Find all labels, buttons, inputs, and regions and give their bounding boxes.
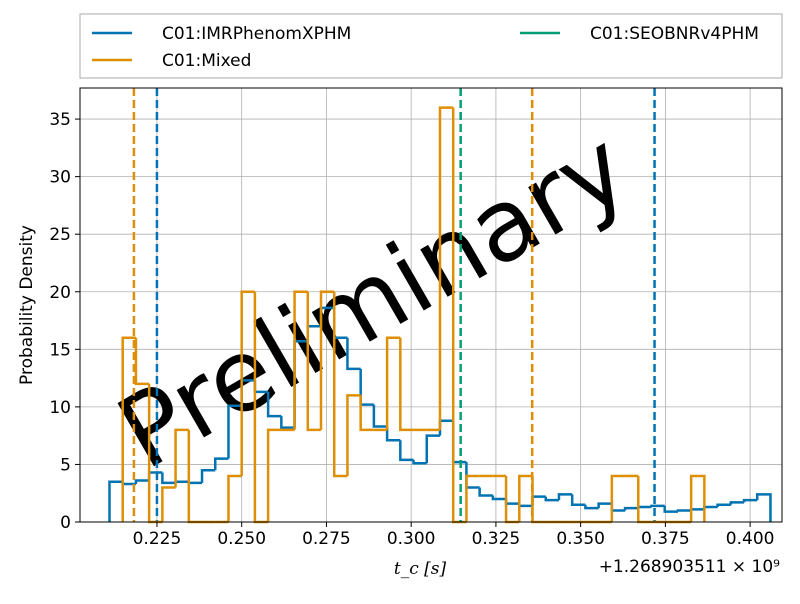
histogram-step (557, 493, 573, 501)
legend-label: C01:IMRPhenomXPHM (162, 24, 351, 44)
marks (108, 88, 772, 524)
histogram-step (306, 291, 322, 432)
x-tick-label: 0.300 (387, 529, 436, 549)
y-tick-label: 30 (49, 168, 71, 188)
histogram-step (134, 337, 150, 386)
y-tick-label: 35 (49, 110, 71, 130)
histogram-step (266, 428, 282, 522)
histogram-step (227, 474, 242, 522)
histogram-step (597, 502, 612, 509)
x-tick-label: 0.375 (641, 529, 690, 549)
histogram-step (716, 503, 731, 508)
x-tick-label: 0.325 (472, 529, 521, 549)
histogram-step (610, 474, 626, 522)
histogram-step (425, 434, 440, 464)
histogram-step (650, 504, 665, 508)
histogram-step (676, 509, 692, 512)
histogram-step (623, 506, 639, 511)
y-tick-label: 10 (49, 398, 71, 418)
histogram-step (663, 505, 678, 513)
legend-label: C01:Mixed (162, 51, 251, 71)
histogram-step (174, 480, 189, 483)
histogram-step (544, 496, 559, 502)
histogram-step (385, 426, 401, 442)
y-tick-label: 5 (60, 455, 71, 475)
legend-label: C01:SEOBNRv4PHM (590, 24, 759, 44)
plot-frame (79, 87, 783, 523)
histogram-step (689, 474, 706, 522)
y-tick-label: 15 (49, 340, 71, 360)
histogram-step (293, 290, 308, 430)
histogram-step (108, 480, 123, 522)
legend: C01:IMRPhenomXPHM C01:Mixed C01:SEOBNRv4PH… (92, 24, 759, 71)
histogram-step (412, 459, 427, 465)
histogram-step (491, 495, 507, 501)
x-axis-label: t_c [s] (394, 559, 447, 579)
histogram-step (372, 404, 388, 428)
histogram-step (174, 428, 189, 488)
histogram-step (742, 498, 758, 503)
histogram-step (346, 337, 361, 371)
histogram-step (266, 391, 282, 418)
histogram-step (280, 416, 295, 429)
histogram-step (385, 336, 401, 430)
histogram-step (637, 505, 652, 509)
histogram-step (729, 501, 745, 505)
y-tick-label: 25 (49, 225, 71, 245)
histogram-step (399, 337, 414, 432)
histogram-step (438, 106, 454, 430)
histogram-step (227, 404, 242, 459)
y-tick-label: 0 (60, 513, 71, 533)
histogram-step (161, 486, 176, 522)
histogram-step (200, 468, 216, 483)
offset-label: +1.268903511 × 10⁹ (599, 557, 780, 577)
histogram-step (161, 472, 176, 485)
histogram-step (240, 290, 255, 476)
histogram-step (213, 457, 229, 471)
histogram-step (332, 291, 348, 478)
histogram-step (319, 290, 335, 430)
histogram-step (584, 504, 599, 510)
histogram-step (399, 440, 414, 462)
histogram-step (689, 508, 705, 511)
histogram-step (570, 494, 586, 506)
histogram-step (187, 481, 203, 485)
histogram-step (121, 336, 136, 522)
x-tick-label: 0.275 (302, 529, 351, 549)
histogram-step (465, 474, 480, 522)
x-tick-label: 0.400 (726, 529, 775, 549)
histogram-step (518, 474, 533, 522)
x-tick-label: 0.250 (217, 529, 266, 549)
histogram-step (359, 395, 374, 432)
histogram-step (478, 487, 493, 497)
x-tick-label: 0.350 (556, 529, 605, 549)
x-tick-label: 0.225 (133, 529, 182, 549)
histogram-step (346, 394, 361, 476)
histogram-step (134, 479, 150, 485)
histogram-step (756, 493, 772, 522)
y-axis-label: Probability Density (17, 225, 37, 385)
y-tick-label: 20 (49, 283, 71, 303)
legend-box (79, 13, 783, 79)
